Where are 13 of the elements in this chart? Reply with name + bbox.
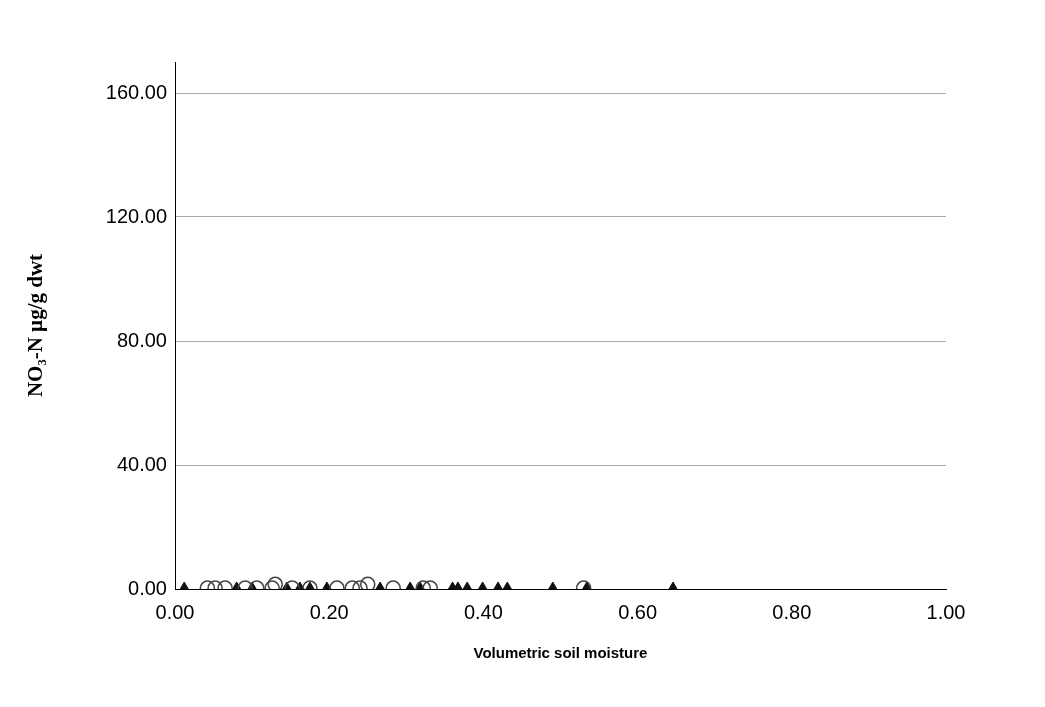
y-tick-label: 160.00 <box>105 80 167 103</box>
x-tick-label: 0.40 <box>463 600 503 623</box>
x-tick-label: 0.00 <box>155 600 195 623</box>
y-axis-title: NO₃-N µg/g dwt <box>23 253 48 398</box>
y-tick-label: 120.00 <box>105 204 167 227</box>
x-tick-label: 1.00 <box>926 600 966 623</box>
y-tick-label: 40.00 <box>116 452 167 475</box>
x-tick-label: 0.80 <box>772 600 812 623</box>
y-tick-label: 0.00 <box>128 576 167 599</box>
y-tick-label: 80.00 <box>116 328 167 351</box>
x-axis-title: Volumetric soil moisture <box>473 644 648 662</box>
x-tick-label: 0.20 <box>309 600 349 623</box>
x-tick-label: 0.60 <box>618 600 658 623</box>
